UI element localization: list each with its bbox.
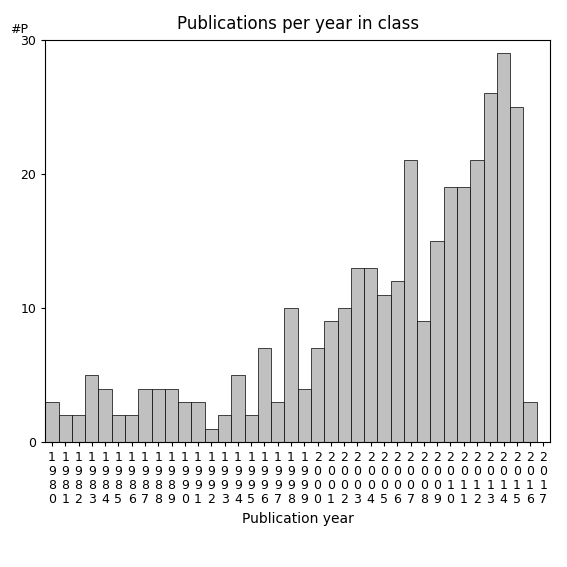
Bar bbox=[205, 429, 218, 442]
Bar bbox=[112, 416, 125, 442]
Bar bbox=[510, 107, 523, 442]
Bar bbox=[165, 388, 178, 442]
Bar bbox=[218, 416, 231, 442]
Bar bbox=[231, 375, 244, 442]
Bar bbox=[151, 388, 165, 442]
Bar bbox=[125, 416, 138, 442]
Bar bbox=[523, 402, 537, 442]
Bar bbox=[311, 348, 324, 442]
Bar bbox=[364, 268, 378, 442]
Title: Publications per year in class: Publications per year in class bbox=[176, 15, 419, 32]
Bar bbox=[378, 295, 391, 442]
Bar bbox=[444, 187, 457, 442]
Bar bbox=[45, 402, 58, 442]
Bar bbox=[324, 321, 337, 442]
Bar bbox=[271, 402, 285, 442]
Bar bbox=[417, 321, 430, 442]
Bar bbox=[285, 308, 298, 442]
Bar bbox=[484, 94, 497, 442]
Bar bbox=[138, 388, 151, 442]
Bar bbox=[192, 402, 205, 442]
Bar bbox=[391, 281, 404, 442]
Bar bbox=[85, 375, 99, 442]
Text: #P: #P bbox=[10, 23, 28, 36]
Bar bbox=[457, 187, 470, 442]
Bar bbox=[298, 388, 311, 442]
Bar bbox=[351, 268, 364, 442]
Bar bbox=[497, 53, 510, 442]
Bar bbox=[244, 416, 258, 442]
X-axis label: Publication year: Publication year bbox=[242, 512, 354, 526]
Bar bbox=[404, 160, 417, 442]
Bar bbox=[430, 241, 444, 442]
Bar bbox=[72, 416, 85, 442]
Bar bbox=[470, 160, 484, 442]
Bar bbox=[178, 402, 192, 442]
Bar bbox=[337, 308, 351, 442]
Bar bbox=[258, 348, 271, 442]
Bar bbox=[58, 416, 72, 442]
Bar bbox=[99, 388, 112, 442]
